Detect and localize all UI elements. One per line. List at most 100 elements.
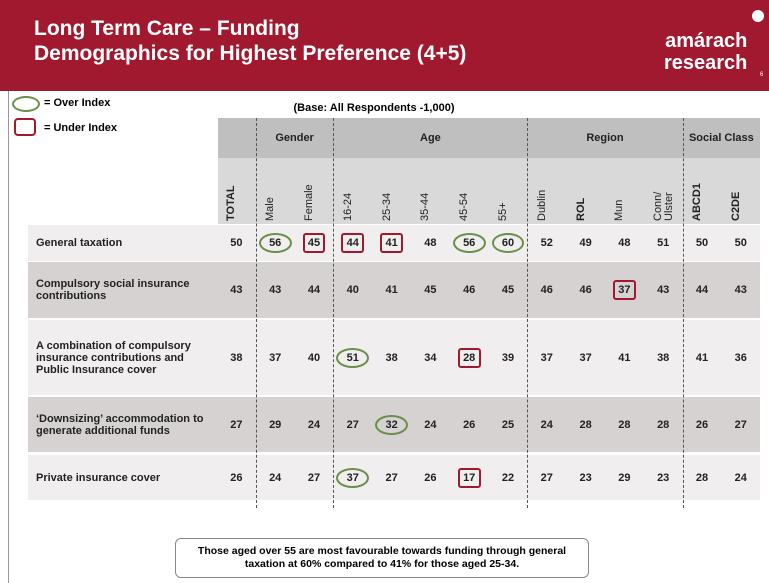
over-index-marker (258, 233, 292, 253)
cell-value: 46 (463, 284, 476, 296)
cell-value: 56 (269, 237, 282, 249)
cell-value: 28 (579, 418, 592, 431)
column-header: 16-24 (341, 192, 354, 221)
row-label: General taxation (36, 237, 123, 249)
cell-value: 51 (346, 351, 359, 364)
row-label: A combination of compulsory insurance co… (36, 339, 191, 376)
cell-value: 44 (346, 237, 359, 249)
cell-value: 27 (385, 471, 398, 484)
cell-value: 46 (540, 284, 553, 296)
cell-value: 24 (307, 418, 321, 431)
cell-value: 45 (424, 284, 437, 296)
cell-value: 41 (618, 351, 631, 364)
cell-value: 50 (230, 237, 243, 249)
column-header: 45-54 (458, 192, 471, 221)
cell-value: 48 (618, 237, 631, 249)
logo-line: research (664, 52, 748, 74)
header-band (0, 0, 769, 91)
row-band (28, 455, 760, 500)
cell-value: 23 (579, 471, 592, 484)
row-label: ‘Downsizing’ accommodation to generate a… (36, 412, 204, 437)
under-index-marker (457, 347, 481, 368)
cell-value: 43 (734, 284, 747, 296)
cell-value: 24 (734, 471, 747, 484)
column-separator (333, 118, 335, 508)
over-index-marker (375, 414, 408, 435)
cell-value: 28 (695, 471, 709, 484)
cell-value: 24 (269, 471, 282, 484)
under-index-marker (302, 233, 326, 253)
over-index-marker (336, 347, 370, 368)
under-index-marker (457, 467, 481, 488)
column-header: Dublin (535, 189, 548, 221)
cell-value: 27 (307, 471, 321, 484)
cell-value: 27 (230, 418, 243, 431)
row-label: Private insurance cover (36, 471, 161, 484)
cell-value: 37 (618, 284, 631, 296)
cell-value: 39 (501, 351, 515, 364)
cell-value: 27 (346, 418, 359, 431)
cell-value: 38 (230, 351, 243, 364)
cell-value: 32 (385, 418, 398, 431)
cell-value: 26 (695, 418, 709, 431)
cell-value: 41 (385, 237, 398, 249)
group-header: Age (420, 131, 441, 144)
cell-value: 60 (501, 237, 515, 249)
cell-value: 34 (424, 351, 437, 364)
legend-under: = Under Index (44, 122, 118, 134)
cell-value: 37 (540, 351, 553, 364)
legend-over: = Over Index (44, 97, 111, 109)
cell-value: 43 (269, 284, 282, 296)
logo-icon (752, 10, 764, 22)
cell-value: 29 (269, 418, 282, 431)
cell-value: 43 (657, 284, 670, 296)
cell-value: 41 (385, 284, 398, 296)
logo: amárach research (664, 30, 747, 74)
column-header-band (218, 158, 760, 224)
cell-value: 24 (424, 418, 437, 431)
column-header: Conn/ Ulster (652, 191, 676, 221)
group-header: Region (586, 131, 624, 144)
column-header: ABCD1 (691, 183, 703, 221)
group-header: Social Class (688, 131, 754, 144)
cell-value: 50 (734, 237, 747, 249)
over-index-marker (452, 233, 486, 253)
cell-value: 28 (463, 351, 476, 364)
cell-value: 28 (657, 418, 670, 431)
cell-value: 44 (307, 284, 321, 296)
cell-value: 23 (657, 471, 670, 484)
page-number: 6 (760, 72, 764, 78)
cell-value: 50 (695, 237, 709, 249)
cell-value: 22 (501, 471, 515, 484)
cell-value: 37 (579, 351, 592, 364)
column-header: ROL (574, 197, 587, 221)
cell-value: 28 (618, 418, 631, 431)
cell-value: 25 (501, 418, 515, 431)
over-index-marker (491, 233, 525, 253)
cell-value: 44 (695, 284, 709, 296)
cell-value: 46 (579, 284, 592, 296)
row-label: Compulsory social insurance contribution… (36, 278, 190, 302)
cell-value: 29 (618, 471, 631, 484)
over-icon (12, 96, 40, 112)
column-header: C2DE (729, 191, 742, 221)
under-index-marker (380, 233, 403, 253)
column-header: TOTAL (225, 185, 238, 221)
cell-value: 56 (463, 237, 476, 249)
cell-value: 49 (579, 237, 592, 249)
cell-value: 36 (734, 351, 747, 364)
column-separator (682, 118, 684, 508)
row-band (28, 320, 760, 395)
cell-value: 24 (540, 418, 553, 431)
under-icon (14, 118, 36, 136)
cell-value: 45 (307, 237, 321, 249)
cell-value: 27 (540, 471, 553, 484)
cell-value: 37 (269, 351, 282, 364)
group-header: Gender (275, 131, 314, 144)
group-header-band (218, 118, 760, 158)
cell-value: 26 (424, 471, 437, 484)
title-line: Long Term Care – Funding (34, 17, 300, 40)
cell-value: 17 (463, 471, 476, 484)
cell-value: 48 (424, 237, 437, 249)
cell-value: 27 (734, 418, 747, 431)
